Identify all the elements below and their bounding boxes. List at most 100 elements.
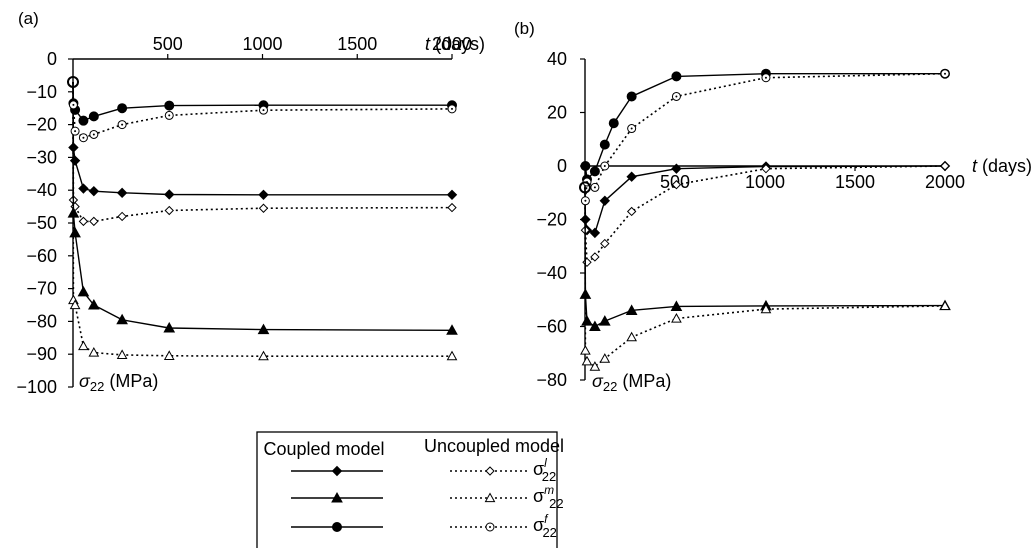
panel-b-point-coupled-f xyxy=(671,71,682,82)
panel-b-xlabel: t (days) xyxy=(972,156,1032,176)
legend-label-base: σ xyxy=(533,459,544,479)
panel-a-point-uncoupled-f-center xyxy=(82,136,85,139)
panel-a-point-uncoupled-m xyxy=(88,347,100,357)
panel-b-point-coupled-l xyxy=(626,171,637,182)
panel-b-xlabel-unit: (days) xyxy=(977,156,1032,176)
panel-a-point-coupled-f xyxy=(117,103,128,114)
legend-uncoupled-marker xyxy=(484,492,496,503)
panel-b-y-tick-label: −60 xyxy=(536,317,567,337)
panel-b-point-uncoupled-m xyxy=(626,331,638,342)
panel-a-point-uncoupled-f-center xyxy=(262,109,265,112)
panel-b-point-coupled-m xyxy=(625,304,638,315)
panel-b-point-uncoupled-l xyxy=(761,163,771,174)
panel-a-series-coupled-f xyxy=(68,81,457,126)
legend-label-sub: 22 xyxy=(542,525,556,540)
panel-a-x-tick-label: 500 xyxy=(153,34,183,54)
legend-coupled-header: Coupled model xyxy=(263,439,384,459)
panel-a-point-uncoupled-l xyxy=(164,205,174,216)
panel-a-point-uncoupled-m xyxy=(446,350,458,361)
panel-b-x-tick-label: 1500 xyxy=(835,172,875,192)
panel-a-point-uncoupled-l xyxy=(447,202,457,213)
panel-a-point-coupled-f xyxy=(78,115,89,126)
panel-a-series xyxy=(67,75,458,361)
panel-a-y-tick-label: −60 xyxy=(26,246,57,266)
panel-a-y-tick-label: −50 xyxy=(26,213,57,233)
panel-b-point-uncoupled-f-center xyxy=(593,186,596,189)
panel-a-x-tick-label: 1000 xyxy=(242,34,282,54)
panel-a-x-tick-label: 2000 xyxy=(432,34,472,54)
panel-b-point-coupled-f xyxy=(626,91,637,102)
panel-b-point-uncoupled-m xyxy=(580,345,591,355)
panel-b-point-uncoupled-l xyxy=(590,252,600,262)
panel-a-point-coupled-l xyxy=(258,189,269,200)
panel-a-point-uncoupled-f-center xyxy=(72,103,75,106)
panel-a-xlabel-var: t xyxy=(425,34,431,54)
panel-a-point-coupled-m xyxy=(87,298,100,310)
panel-b-series-coupled-f xyxy=(580,68,950,188)
panel-b-point-uncoupled-f-center xyxy=(584,199,587,202)
legend-label-sup: l xyxy=(544,456,547,470)
panel-a-y-tick-label: −10 xyxy=(26,82,57,102)
panel-a-point-uncoupled-m xyxy=(116,349,128,359)
legend-label-base: σ xyxy=(533,486,544,506)
panel-b-ylabel-sub: 22 xyxy=(603,379,617,394)
panel-a-axes: 0 −10 −20 −30 −40 −50 −60 −70 −80 −90 −100 500 1000 1… xyxy=(16,34,472,397)
panel-b-y-tick-label: −20 xyxy=(536,210,567,230)
panel-a-point-uncoupled-m xyxy=(78,340,89,351)
panel-a-ylabel-var: σ xyxy=(79,371,91,391)
panel-a-point-uncoupled-m xyxy=(69,299,81,310)
legend-coupled-marker xyxy=(332,522,342,532)
panel-a-ylabel: σ22 (MPa) xyxy=(79,371,158,394)
panel-b-point-coupled-m xyxy=(598,315,611,326)
legend-coupled-marker xyxy=(331,465,343,477)
panel-b-point-coupled-f xyxy=(589,166,600,177)
panel-b-point-coupled-f xyxy=(580,161,591,171)
panel-a-point-coupled-m xyxy=(116,313,128,325)
panel-a-y-tick-label: −80 xyxy=(26,311,57,331)
panel-b-point-uncoupled-f-center xyxy=(675,95,678,98)
panel-b-point-uncoupled-m xyxy=(939,300,951,311)
panel-a-point-coupled-l xyxy=(116,187,128,199)
panel-a-point-uncoupled-l xyxy=(89,216,99,227)
panel-a-point-coupled-f xyxy=(164,100,175,111)
panel-b-point-uncoupled-f-center xyxy=(764,76,767,79)
legend-label-base: σ xyxy=(533,515,544,535)
legend-label-sup: m xyxy=(544,483,554,497)
panel-b-point-uncoupled-m xyxy=(599,353,611,363)
panel-a-point-coupled-m xyxy=(257,323,270,335)
legend-uncoupled-marker-center xyxy=(489,526,491,528)
panel-b-x-tick-label: 2000 xyxy=(925,172,965,192)
panel-b-line-uncoupled-m xyxy=(584,187,946,368)
panel-a-x-tick-label: 1500 xyxy=(337,34,377,54)
panel-b-ylabel-var: σ xyxy=(592,371,604,391)
panel-b-y-tick-label: 0 xyxy=(557,156,567,176)
legend-uncoupled-header: Uncoupled model xyxy=(424,436,564,456)
legend-label: σf 22 xyxy=(533,512,557,540)
legend-label: σm 22 xyxy=(533,483,564,511)
panel-a-point-coupled-m xyxy=(69,226,81,238)
panel-b-label: (b) xyxy=(514,19,535,38)
panel-a-y-tick-label: −20 xyxy=(26,115,57,135)
panel-a-point-uncoupled-m xyxy=(163,350,175,360)
legend-frame xyxy=(256,431,558,548)
panel-b-y-tick-label: −80 xyxy=(536,370,567,390)
panel-a-point-uncoupled-f-center xyxy=(451,107,453,110)
panel-a-line-coupled-l xyxy=(72,81,452,196)
panel-b-point-coupled-f xyxy=(599,139,610,150)
panel-b-point-coupled-l xyxy=(671,163,682,174)
panel-b-ylabel: σ22 (MPa) xyxy=(592,371,671,394)
panel-a-point-coupled-f xyxy=(88,111,99,122)
panel-a-ylabel-unit: (MPa) xyxy=(104,371,158,391)
panel-a-y-tick-label: −90 xyxy=(26,344,57,364)
panel-a-y-tick-label: 0 xyxy=(47,49,57,69)
legend-row-f: σf 22 xyxy=(291,512,557,540)
panel-a-point-uncoupled-f-center xyxy=(121,123,124,126)
panel-a-point-uncoupled-l xyxy=(78,216,89,227)
panel-a-origin-marker xyxy=(67,75,79,88)
panel-b-y-tick-label: 20 xyxy=(547,103,567,123)
panel-b-point-coupled-f xyxy=(608,118,619,129)
panel-b-point-coupled-m xyxy=(670,300,683,311)
